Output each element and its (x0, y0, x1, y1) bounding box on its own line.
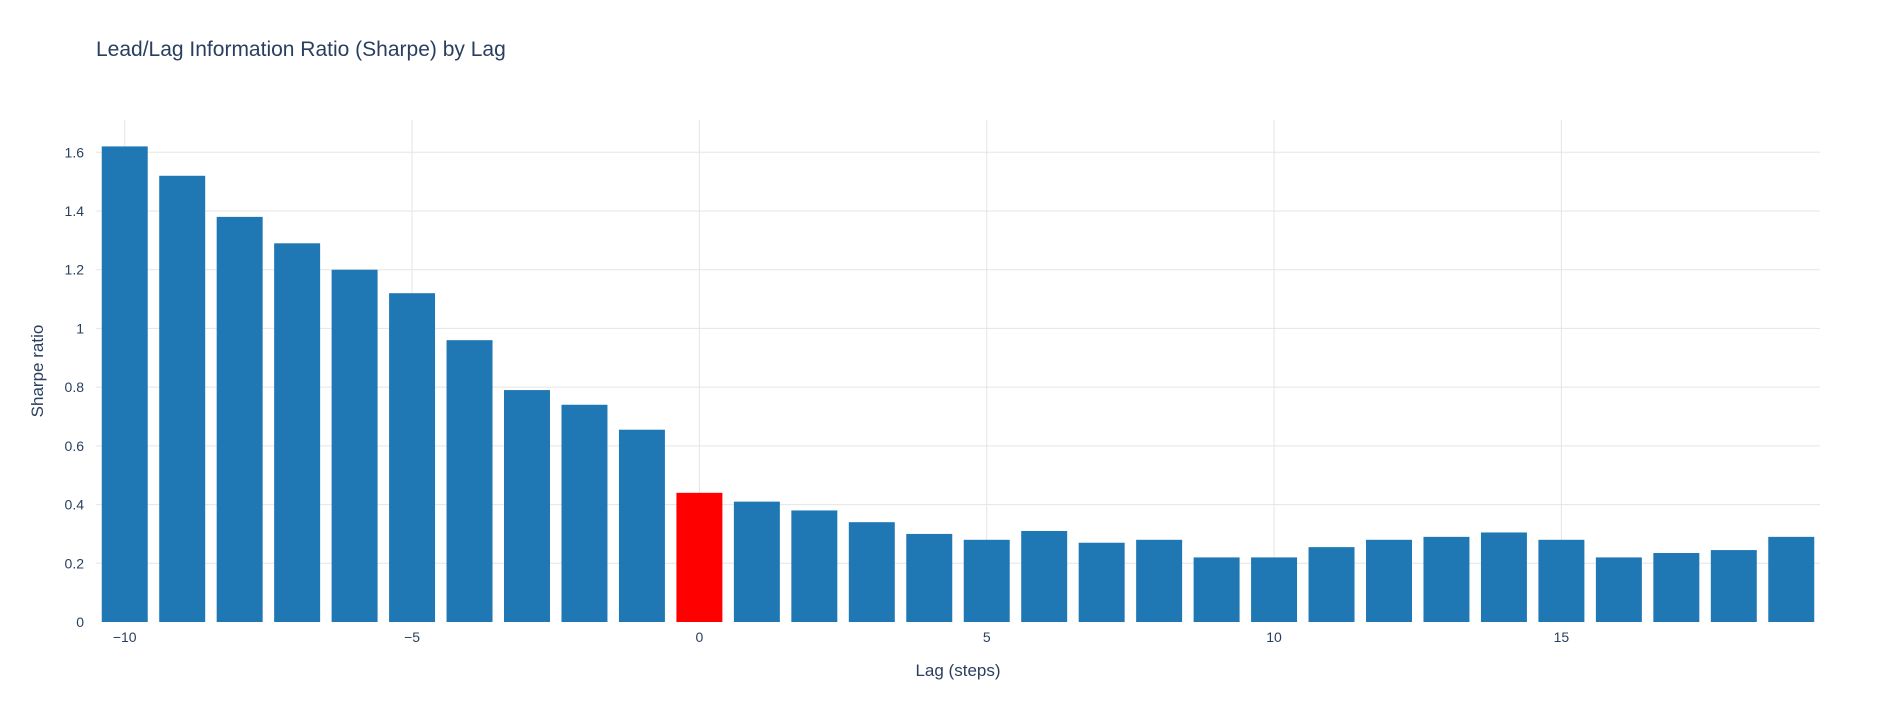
bar (1480, 532, 1527, 622)
bar (446, 340, 493, 622)
bars (101, 146, 1815, 622)
bar (1308, 547, 1355, 622)
y-tick-label: 1.2 (65, 262, 85, 278)
bar (1078, 542, 1125, 622)
y-axis-ticks: 0 0.2 0.4 0.6 0.8 1 1.2 1.4 1.6 (65, 144, 85, 630)
x-tick-label: −10 (113, 629, 137, 645)
bar (676, 492, 723, 622)
bar (1366, 539, 1412, 622)
x-tick-label: 15 (1554, 629, 1570, 645)
bar (216, 216, 263, 622)
bar (1193, 557, 1240, 622)
chart-title: Lead/Lag Information Ratio (Sharpe) by L… (96, 38, 506, 61)
y-tick-label: 0.2 (65, 555, 85, 571)
bar (1538, 539, 1585, 622)
y-axis-title: Sharpe ratio (28, 325, 47, 418)
bar (791, 510, 838, 622)
bar (1423, 536, 1470, 622)
bar (1710, 550, 1757, 622)
bar (331, 269, 378, 622)
bar (504, 390, 550, 622)
y-tick-label: 0.6 (65, 438, 85, 454)
bar (963, 539, 1010, 622)
bar (101, 146, 148, 622)
bar (1021, 530, 1068, 622)
y-tick-label: 0 (76, 614, 84, 630)
y-tick-label: 0.4 (65, 497, 85, 513)
bar (159, 175, 206, 622)
bar (1768, 536, 1815, 622)
bar (1251, 557, 1298, 622)
bar (389, 293, 436, 622)
bar (1653, 553, 1700, 622)
bar (733, 501, 780, 622)
y-tick-label: 0.8 (65, 379, 85, 395)
x-tick-label: 10 (1266, 629, 1282, 645)
y-tick-label: 1.4 (65, 203, 85, 219)
bar (848, 522, 895, 622)
x-tick-label: 5 (983, 629, 991, 645)
bar (1136, 539, 1183, 622)
x-axis-ticks: −10 −5 0 5 10 15 (113, 629, 1570, 645)
bar (1595, 557, 1642, 622)
x-axis-title: Lag (steps) (915, 661, 1000, 680)
y-tick-label: 1.6 (65, 144, 85, 160)
bar (561, 404, 608, 622)
bar (906, 533, 953, 622)
x-tick-label: −5 (404, 629, 420, 645)
bar (618, 429, 665, 622)
x-tick-label: 0 (696, 629, 704, 645)
y-tick-label: 1 (76, 320, 84, 336)
bar (274, 243, 321, 622)
